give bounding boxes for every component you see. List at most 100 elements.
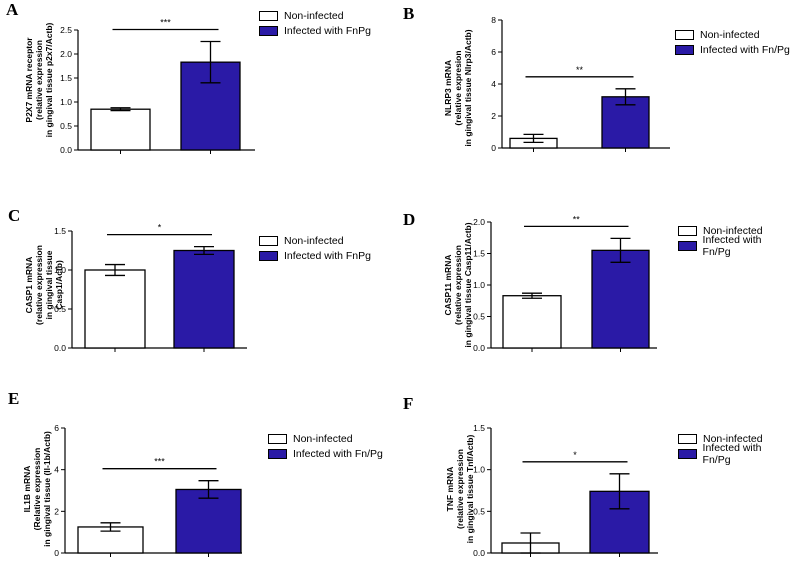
legend-label: Non-infected (284, 234, 344, 247)
y-tick-label: 4 (54, 465, 59, 475)
y-tick-label: 2 (54, 506, 59, 516)
panel-e: E IL1B mRNA (Relative expression in gingiva… (0, 376, 395, 564)
significance-marker: * (158, 223, 162, 233)
legend-entry: Non-infected (259, 233, 371, 248)
panel-letter: E (8, 389, 20, 408)
legend-entry: Infected with Fn/Pg (675, 42, 790, 57)
y-tick-label: 1.5 (473, 423, 485, 433)
y-tick-label: 0.5 (54, 304, 66, 314)
y-tick-label: 0.0 (54, 343, 66, 353)
y-tick-label: 2.0 (60, 49, 72, 59)
y-tick-label: 0.0 (473, 548, 485, 558)
legend-swatch (259, 10, 278, 21)
legend-entry: Infected with Fn/Pg (678, 234, 790, 258)
chart-svg: 0 2 4 6 *** (54, 423, 242, 558)
legend: Non-infected Infected with FnPg (259, 8, 371, 38)
legend-entry: Infected with FnPg (259, 23, 371, 38)
legend-swatch (678, 448, 697, 459)
y-tick-label: 0 (491, 143, 496, 153)
bar-non-infected (90, 108, 151, 151)
y-tick-label: 2.0 (473, 217, 485, 227)
y-tick-label: 1.0 (60, 97, 72, 107)
legend-swatch (675, 44, 694, 55)
legend-swatch (268, 433, 287, 444)
legend-entry: Non-infected (675, 27, 790, 42)
legend: Non-infected Infected with Fn/Pg (675, 27, 790, 57)
chart-svg: 0.0 0.5 1.0 1.5 * (54, 223, 247, 353)
legend-label: Infected with Fn/Pg (700, 43, 790, 56)
legend-swatch (259, 235, 278, 246)
bar-non-infected (502, 295, 562, 349)
panel-letter: C (8, 206, 21, 225)
panel-a: A P2X7 mRNA receptor (relative expression i… (0, 0, 395, 188)
panel-letter: A (6, 0, 19, 19)
y-tick-label: 6 (491, 47, 496, 57)
panel-d: D CASP11 mRNA (relative expression in gingi… (395, 188, 790, 376)
panel-letter: B (403, 4, 415, 23)
legend-label: Non-infected (703, 432, 763, 445)
legend: Non-infected Infected with Fn/Pg (678, 431, 790, 466)
y-tick-label: 1.5 (473, 249, 485, 259)
legend-label: Infected with Fn/Pg (702, 233, 762, 258)
chart-svg: 0.0 0.5 1.0 1.5 2.0 2.5 *** (60, 18, 255, 155)
y-tick-label: 6 (54, 423, 59, 433)
chart-svg: 0 2 4 6 8 ** (491, 15, 670, 153)
legend: Non-infected Infected with Fn/Pg (268, 431, 383, 461)
bar-infected (591, 249, 650, 349)
legend-entry: Non-infected (678, 223, 790, 238)
legend: Non-infected Infected with FnPg (259, 233, 371, 263)
panel-c: C CASP1 mRNA (relative expression in gingiv… (0, 188, 395, 376)
panel-letter: F (403, 394, 414, 413)
bar-infected (173, 249, 235, 349)
y-tick-label: 0.5 (473, 312, 485, 322)
y-tick-label: 1.5 (54, 226, 66, 236)
significance-marker: *** (160, 18, 171, 28)
legend-label: Non-infected (700, 28, 760, 41)
legend-label: Infected with Fn/Pg (293, 447, 383, 460)
y-tick-label: 1.0 (473, 280, 485, 290)
y-tick-label: 1.0 (473, 465, 485, 475)
chart-svg: 0.0 0.5 1.0 1.5 * (473, 423, 658, 558)
legend-swatch (268, 448, 287, 459)
bar-infected (601, 96, 650, 149)
legend-label: Infected with Fn/Pg (702, 441, 762, 466)
legend-label: Non-infected (284, 9, 344, 22)
y-tick-label: 4 (491, 79, 496, 89)
legend-entry: Non-infected (268, 431, 383, 446)
legend-swatch (259, 25, 278, 36)
y-tick-label: 2 (491, 111, 496, 121)
legend-label: Non-infected (703, 224, 763, 237)
y-tick-label: 0.0 (473, 343, 485, 353)
panel-f: F TNF mRNA (relative expression in gingival… (395, 376, 790, 564)
legend: Non-infected Infected with Fn/Pg (678, 223, 790, 258)
legend-swatch (259, 250, 278, 261)
chart-svg: 0.0 0.5 1.0 1.5 2.0 ** (473, 214, 657, 353)
y-tick-label: 0.5 (473, 506, 485, 516)
significance-marker: *** (154, 457, 165, 467)
legend-entry: Non-infected (259, 8, 371, 23)
legend-entry: Non-infected (678, 431, 790, 446)
y-tick-label: 0.0 (60, 145, 72, 155)
y-tick-label: 1.5 (60, 73, 72, 83)
legend-label: Infected with FnPg (284, 24, 371, 37)
bar-non-infected (84, 269, 146, 349)
legend-label: Non-infected (293, 432, 353, 445)
legend-swatch (678, 433, 697, 444)
y-tick-label: 1.0 (54, 265, 66, 275)
significance-marker: * (573, 450, 577, 460)
significance-marker: ** (573, 214, 581, 224)
legend-entry: Infected with FnPg (259, 248, 371, 263)
y-tick-label: 0 (54, 548, 59, 558)
panel-letter: D (403, 210, 416, 229)
significance-marker: ** (576, 65, 584, 75)
y-tick-label: 0.5 (60, 121, 72, 131)
bar-infected (180, 61, 241, 151)
legend-label: Infected with FnPg (284, 249, 371, 262)
legend-swatch (678, 225, 697, 236)
legend-swatch (675, 29, 694, 40)
legend-entry: Infected with Fn/Pg (678, 442, 790, 466)
panel-b: B NLRP3 mRNA (relative expresion in gingiva… (395, 0, 790, 188)
legend-swatch (678, 240, 697, 251)
bar-infected (175, 488, 242, 554)
y-tick-label: 2.5 (60, 25, 72, 35)
